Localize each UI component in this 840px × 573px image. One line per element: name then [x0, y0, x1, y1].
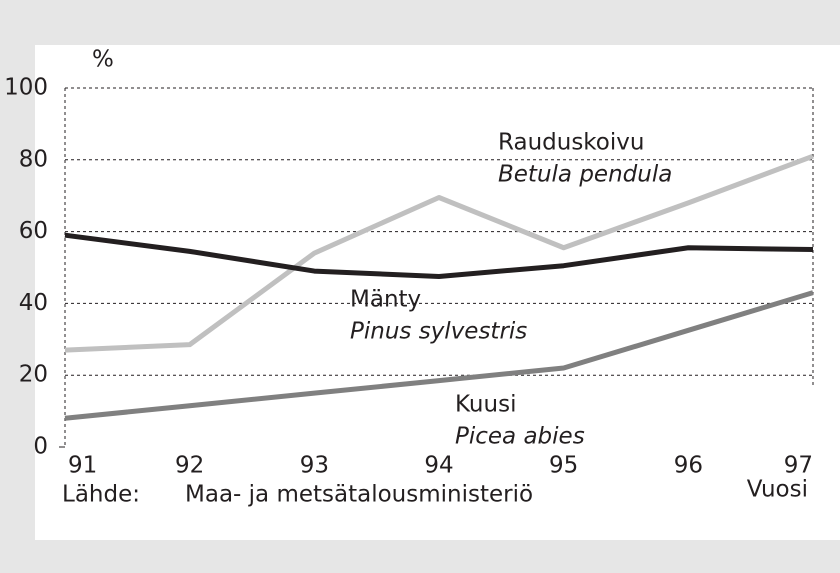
x-tick-label: 93	[300, 453, 329, 479]
y-tick-label: 80	[19, 146, 48, 172]
series-line	[64, 290, 814, 421]
source-label: Lähde:	[62, 482, 140, 508]
x-tick-label: 97	[784, 453, 813, 479]
y-tick-label: 20	[19, 362, 48, 388]
panel	[35, 45, 840, 540]
x-tick-label: 95	[549, 453, 578, 479]
source: Maa- ja metsätalousministeriö	[185, 482, 533, 508]
x-axis-label: Vuosi	[747, 477, 808, 503]
x-tick-label: 96	[674, 453, 703, 479]
series-name: Kuusi	[455, 392, 516, 418]
y-tick-label: 100	[4, 75, 48, 101]
series-latin-name: Picea abies	[455, 424, 585, 450]
y-tick-label: 40	[19, 290, 48, 316]
series-line	[64, 153, 814, 353]
x-tick-label: 94	[424, 453, 453, 479]
x-tick-label: 91	[68, 453, 97, 479]
series-latin-name: Pinus sylvestris	[350, 319, 527, 345]
series-name: Mänty	[350, 287, 421, 313]
series-name: Rauduskoivu	[498, 130, 644, 156]
x-tick-label: 92	[175, 453, 204, 479]
series-line	[64, 232, 814, 279]
y-tick-label: 0	[33, 434, 48, 460]
y-axis-label: %	[92, 47, 114, 73]
series-latin-name: Betula pendula	[498, 162, 672, 188]
y-tick-label: 60	[19, 218, 48, 244]
